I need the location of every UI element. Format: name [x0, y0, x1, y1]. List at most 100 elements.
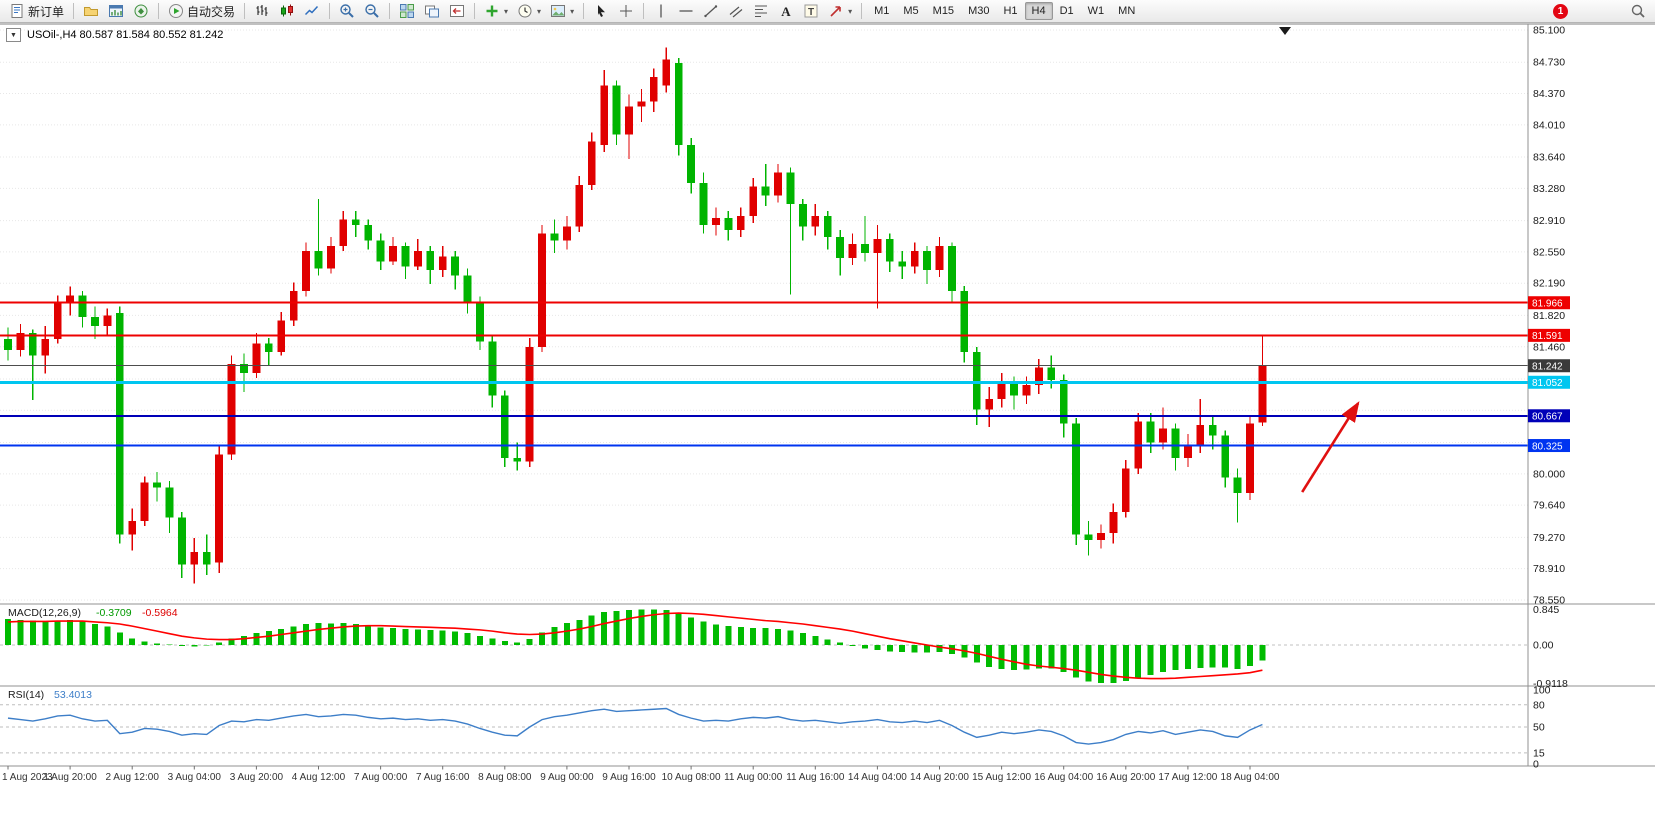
- zoom-out-icon: [365, 4, 379, 18]
- text-button[interactable]: A: [774, 1, 798, 21]
- one-click-trading-button[interactable]: ▼: [6, 28, 21, 42]
- label-button[interactable]: T: [799, 1, 823, 21]
- candlestick-chart-button[interactable]: [275, 1, 299, 21]
- svg-text:80.000: 80.000: [1533, 468, 1565, 480]
- vertical-line-button[interactable]: [649, 1, 673, 21]
- timeframe-button-m30[interactable]: M30: [968, 5, 990, 17]
- line-chart-button[interactable]: [300, 1, 324, 21]
- svg-text:85.100: 85.100: [1533, 25, 1565, 37]
- price-tag: 80.325: [1532, 441, 1563, 452]
- zoom-in-button[interactable]: [335, 1, 359, 21]
- scroll-position-marker: [1279, 27, 1291, 35]
- autotrade-button[interactable]: 自动交易: [164, 1, 239, 21]
- date-label: 1 Aug 20:00: [43, 772, 97, 783]
- notification-badge[interactable]: 1: [1553, 3, 1568, 19]
- date-label: 9 Aug 16:00: [602, 772, 656, 783]
- date-label: 17 Aug 12:00: [1158, 772, 1217, 783]
- horizontal-line-button[interactable]: [674, 1, 698, 21]
- price-tag: 81.052: [1532, 378, 1563, 389]
- timeframe-button-h1[interactable]: H1: [1003, 5, 1018, 17]
- arrows-button[interactable]: ▾: [824, 1, 856, 21]
- svg-text:79.640: 79.640: [1533, 500, 1565, 512]
- dropdown-arrow-icon: ▾: [848, 6, 853, 16]
- toolbar-separator: [158, 3, 160, 19]
- profiles-button[interactable]: [79, 1, 103, 21]
- main-toolbar: 新订单 自动交易 ▾ ▾ ▾ A T ▾ M1 M5 M15 M30 H1 H4 D1 W1 MN 1: [0, 0, 1655, 23]
- trendline-button[interactable]: [699, 1, 723, 21]
- rsi-value: 53.4013: [54, 689, 92, 701]
- templates-button[interactable]: ▾: [546, 1, 578, 21]
- timeframe-button-m5[interactable]: M5: [903, 5, 919, 17]
- date-label: 16 Aug 04:00: [1034, 772, 1093, 783]
- label-icon: T: [804, 4, 818, 18]
- indicators-button[interactable]: ▾: [480, 1, 512, 21]
- auto-arrange-button[interactable]: [420, 1, 444, 21]
- search-button[interactable]: [1626, 1, 1650, 21]
- timeframe-button-h4[interactable]: H4: [1024, 2, 1053, 20]
- channel-icon: [729, 6, 743, 18]
- timeframe-button-d1[interactable]: D1: [1059, 5, 1074, 17]
- rsi-panel: RSI(14) 53.4013 100 80 50 150: [0, 685, 1551, 771]
- cursor-icon: [598, 5, 606, 17]
- timeframe-button-m1[interactable]: M1: [874, 5, 890, 17]
- svg-text:83.280: 83.280: [1533, 183, 1565, 195]
- fibonacci-button[interactable]: [749, 1, 773, 21]
- price-tags: 81.966 81.591 81.242 81.052 80.667 80.325: [1528, 296, 1570, 452]
- svg-text:50: 50: [1533, 722, 1545, 734]
- svg-text:0.845: 0.845: [1533, 604, 1559, 616]
- navigator-button[interactable]: [129, 1, 153, 21]
- date-label: 3 Aug 20:00: [230, 772, 284, 783]
- date-label: 4 Aug 12:00: [292, 772, 346, 783]
- date-label: 14 Aug 04:00: [848, 772, 907, 783]
- date-label: 7 Aug 16:00: [416, 772, 470, 783]
- svg-text:0.00: 0.00: [1533, 640, 1554, 652]
- zoom-in-icon: [340, 4, 354, 18]
- candlesticks: [4, 47, 1267, 584]
- svg-text:81.460: 81.460: [1533, 341, 1565, 353]
- zoom-out-button[interactable]: [360, 1, 384, 21]
- timeframe-toolbar: M1 M5 M15 M30 H1 H4 D1 W1 MN: [867, 2, 1142, 20]
- svg-text:-0.9118: -0.9118: [1533, 678, 1568, 690]
- date-label: 18 Aug 04:00: [1221, 772, 1280, 783]
- date-label: 9 Aug 00:00: [540, 772, 594, 783]
- price-axis-labels: 85.100 84.730 84.370 84.010 83.640 83.280 82.9…: [1533, 25, 1565, 607]
- cursor-button[interactable]: [589, 1, 613, 21]
- bar-chart-icon: [256, 5, 268, 16]
- svg-text:78.910: 78.910: [1533, 563, 1565, 575]
- date-label: 15 Aug 12:00: [972, 772, 1031, 783]
- channel-button[interactable]: [724, 1, 748, 21]
- date-label: 11 Aug 16:00: [786, 772, 845, 783]
- profiles-icon: [84, 7, 99, 16]
- line-chart-icon: [305, 5, 319, 16]
- market-watch-button[interactable]: [104, 1, 128, 21]
- toolbar-separator: [244, 3, 246, 19]
- trend-arrow[interactable]: [1301, 401, 1360, 493]
- market-watch-icon: [109, 5, 124, 17]
- new-order-icon: [11, 4, 23, 18]
- date-label: 8 Aug 08:00: [478, 772, 532, 783]
- date-label: 11 Aug 00:00: [724, 772, 783, 783]
- price-tag: 81.966: [1532, 299, 1563, 310]
- bar-chart-button[interactable]: [250, 1, 274, 21]
- timeframe-button-w1[interactable]: W1: [1087, 5, 1105, 17]
- date-label: 14 Aug 20:00: [910, 772, 969, 783]
- rsi-label: RSI(14): [8, 689, 44, 701]
- crosshair-button[interactable]: [614, 1, 638, 21]
- toolbar-separator: [643, 3, 645, 19]
- dropdown-arrow-icon: ▾: [537, 6, 542, 16]
- periods-button[interactable]: ▾: [513, 1, 545, 21]
- panel-frame: [0, 23, 1655, 767]
- toolbar-separator: [73, 3, 75, 19]
- timeframe-button-mn[interactable]: MN: [1118, 5, 1136, 17]
- price-chart-canvas[interactable]: 85.100 84.730 84.370 84.010 83.640 83.280 82.9…: [0, 23, 1655, 832]
- new-order-button[interactable]: 新订单: [5, 1, 68, 21]
- horizontal-lines[interactable]: [0, 301, 1528, 447]
- timeframe-button-m15[interactable]: M15: [932, 5, 955, 17]
- date-label: 3 Aug 04:00: [168, 772, 222, 783]
- tile-windows-button[interactable]: [395, 1, 419, 21]
- svg-text:82.190: 82.190: [1533, 278, 1565, 290]
- chart-shift-button[interactable]: [445, 1, 469, 21]
- chart-title-text: USOil-,H4 80.587 81.584 80.552 81.242: [27, 29, 224, 41]
- svg-text:100: 100: [1533, 685, 1551, 697]
